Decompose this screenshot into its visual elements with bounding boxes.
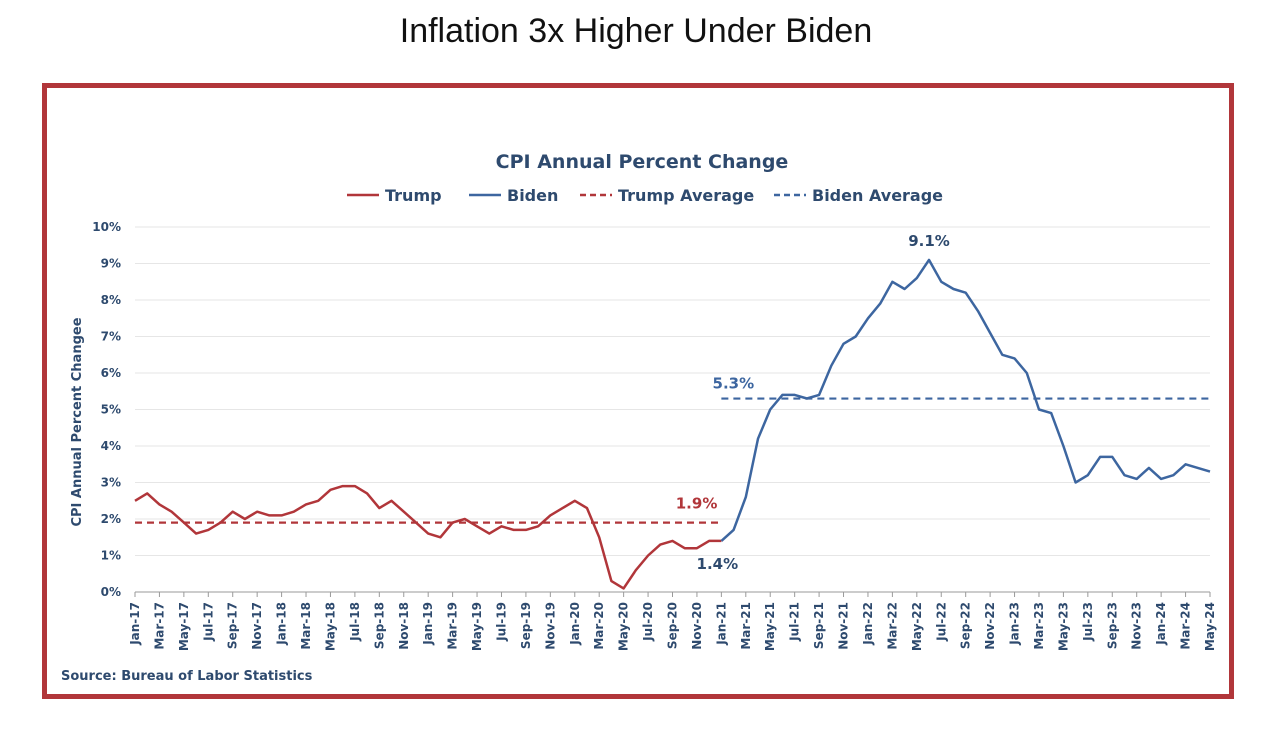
x-tick-label: May-17	[177, 602, 191, 651]
legend-label: Biden Average	[812, 186, 943, 205]
legend-label: Biden	[507, 186, 558, 205]
y-tick-label: 8%	[101, 293, 121, 307]
x-tick-label: Mar-21	[739, 602, 753, 650]
x-tick-label: Jul-21	[788, 602, 802, 642]
x-tick-label: Sep-19	[519, 602, 533, 649]
x-tick-label: Sep-18	[372, 602, 386, 649]
x-tick-label: Sep-22	[959, 602, 973, 649]
x-tick-label: May-23	[1056, 602, 1070, 651]
x-tick-label: Nov-23	[1130, 602, 1144, 650]
x-tick-label: Jul-18	[348, 602, 362, 642]
x-axis: Jan-17 Mar-17 May-17 Jul-17 Sep-17 Nov-17 Jan-…	[128, 592, 1217, 651]
x-tick-label: Jan-18	[275, 602, 289, 646]
source-note: Source: Bureau of Labor Statistics	[61, 669, 313, 684]
x-tick-label: Mar-20	[592, 602, 606, 650]
x-tick-label: Sep-23	[1105, 602, 1119, 649]
y-tick-label: 6%	[101, 366, 121, 380]
annotation-label: 5.3%	[713, 375, 755, 393]
annotation-label: 1.9%	[676, 495, 718, 513]
y-axis-label: CPI Annual Percent Changee	[70, 317, 85, 526]
x-tick-label: Mar-17	[152, 602, 166, 650]
data-annotations: 1.9% 1.4% 5.3% 9.1%	[676, 232, 950, 573]
grid-lines	[135, 226, 1210, 593]
series-lines	[134, 258, 1211, 590]
y-tick-label: 4%	[101, 439, 121, 453]
annotation-label: 9.1%	[908, 232, 950, 250]
x-tick-label: Jul-19	[494, 602, 508, 642]
y-tick-label: 10%	[92, 220, 121, 234]
x-tick-label: Jan-20	[568, 602, 582, 646]
x-tick-label: Jan-19	[421, 602, 435, 646]
legend-label: Trump Average	[618, 186, 754, 205]
series-line-trump	[134, 484, 722, 590]
legend: Trump Biden Trump Average Biden Average	[347, 186, 943, 205]
x-tick-label: Sep-20	[666, 602, 680, 649]
cpi-line-chart: CPI Annual Percent Change Trump Biden Trum…	[61, 151, 1217, 684]
x-tick-label: May-21	[763, 602, 777, 651]
chart-frame: CPI Annual Percent Change Trump Biden Trum…	[42, 83, 1234, 699]
x-tick-label: Mar-19	[446, 602, 460, 650]
x-tick-label: Nov-19	[543, 602, 557, 650]
x-tick-label: Jul-23	[1081, 602, 1095, 642]
y-tick-label: 9%	[101, 257, 121, 271]
page-title: Inflation 3x Higher Under Biden	[399, 12, 873, 50]
x-tick-label: Jan-24	[1154, 602, 1168, 646]
y-tick-label: 3%	[101, 476, 121, 490]
y-tick-label: 1%	[101, 549, 121, 563]
x-tick-label: Mar-24	[1179, 602, 1193, 650]
x-tick-label: May-19	[470, 602, 484, 651]
chart-title: CPI Annual Percent Change	[496, 151, 789, 173]
x-tick-label: Jan-23	[1008, 602, 1022, 646]
legend-label: Trump	[385, 186, 442, 205]
x-tick-label: Jan-22	[861, 602, 875, 646]
x-tick-label: May-24	[1203, 602, 1217, 651]
y-axis: 0% 1% 2% 3% 4% 5% 6% 7% 8% 9% 10%	[92, 220, 121, 599]
x-tick-label: Mar-22	[885, 602, 899, 650]
x-tick-label: Mar-18	[299, 602, 313, 650]
x-tick-label: Nov-20	[690, 602, 704, 650]
x-tick-label: Jan-17	[128, 602, 142, 646]
x-tick-label: May-22	[910, 602, 924, 651]
y-tick-label: 5%	[101, 403, 121, 417]
y-tick-label: 0%	[101, 585, 121, 599]
x-tick-label: May-20	[617, 602, 631, 651]
x-tick-label: Jul-17	[201, 602, 215, 642]
x-tick-label: Nov-21	[837, 602, 851, 650]
x-tick-label: Jul-22	[934, 602, 948, 642]
annotation-label: 1.4%	[697, 555, 739, 573]
x-tick-label: Sep-17	[226, 602, 240, 649]
y-tick-label: 2%	[101, 512, 121, 526]
x-tick-label: May-18	[323, 602, 337, 651]
series-line-biden	[720, 258, 1211, 542]
x-tick-label: Nov-18	[397, 602, 411, 650]
x-tick-label: Sep-21	[812, 602, 826, 649]
x-tick-label: Nov-17	[250, 602, 264, 650]
x-tick-label: Nov-22	[983, 602, 997, 650]
x-tick-label: Jan-21	[714, 602, 728, 646]
x-tick-label: Jul-20	[641, 602, 655, 642]
x-tick-label: Mar-23	[1032, 602, 1046, 650]
y-tick-label: 7%	[101, 330, 121, 344]
